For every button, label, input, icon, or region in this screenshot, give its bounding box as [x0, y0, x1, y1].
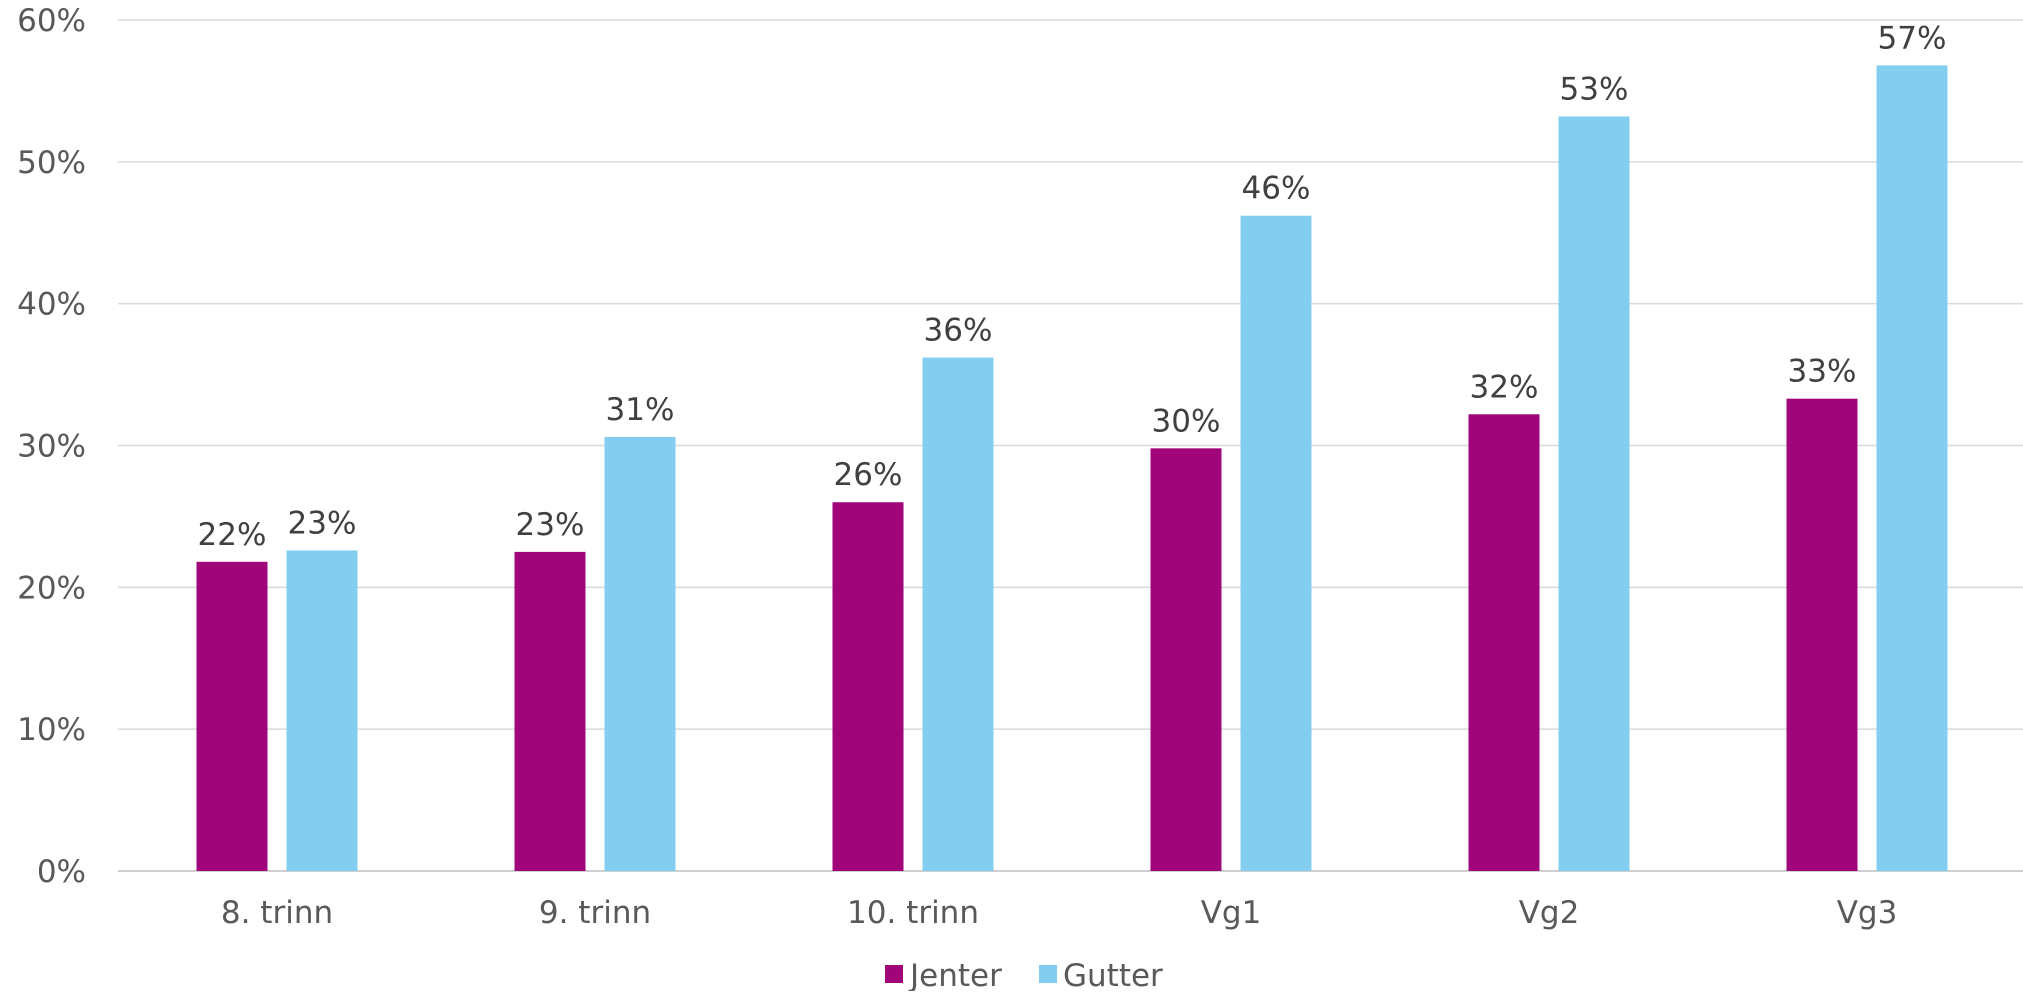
legend-label-gutter: Gutter: [1063, 958, 1163, 991]
data-label: 23%: [516, 507, 585, 543]
bar-gutter-2: [604, 436, 676, 871]
legend: Jenter Gutter: [885, 958, 1163, 994]
bar-gutter-6: [1876, 65, 1948, 872]
bar-jenter-6: [1786, 398, 1858, 871]
y-tick-label: 60%: [17, 3, 86, 39]
legend-label-jenter: Jenter: [908, 958, 1002, 991]
legend-swatch-jenter: [885, 965, 903, 983]
legend-swatch-gutter: [1039, 965, 1057, 983]
bar-gutter-1: [286, 550, 358, 871]
bar-jenter-2: [514, 551, 586, 871]
y-tick-label: 40%: [17, 287, 86, 323]
x-tick-label: Vg1: [1201, 895, 1262, 931]
data-label: 26%: [834, 457, 903, 493]
data-label: 30%: [1152, 403, 1221, 439]
y-tick-label: 30%: [17, 429, 86, 465]
data-label: 31%: [606, 392, 675, 428]
y-tick-label: 50%: [17, 145, 86, 181]
x-tick-label: Vg2: [1519, 895, 1580, 931]
bar-gutter-3: [922, 357, 994, 871]
y-axis-tick-labels: 0% 10% 20% 30% 40% 50% 60%: [17, 3, 86, 890]
bars: [196, 65, 1948, 872]
data-label: 53%: [1560, 71, 1629, 107]
bar-jenter-4: [1150, 448, 1222, 871]
y-tick-label: 0%: [37, 854, 86, 890]
data-label: 46%: [1242, 171, 1311, 207]
data-label: 32%: [1470, 369, 1539, 405]
y-tick-label: 10%: [17, 712, 86, 748]
bar-jenter-5: [1468, 414, 1540, 871]
x-tick-label: 10. trinn: [847, 895, 979, 931]
bar-jenter-3: [832, 502, 904, 871]
x-tick-label: 9. trinn: [539, 895, 651, 931]
x-tick-label: Vg3: [1837, 895, 1898, 931]
x-axis-tick-labels: 8. trinn 9. trinn 10. trinn Vg1 Vg2 Vg3: [221, 895, 1897, 931]
bar-gutter-4: [1240, 215, 1312, 872]
data-label: 57%: [1878, 20, 1947, 56]
y-tick-label: 20%: [17, 570, 86, 606]
data-label: 23%: [288, 505, 357, 541]
bar-jenter-1: [196, 561, 268, 871]
gridlines: [118, 19, 2023, 872]
data-labels: 22% 23% 23% 31% 26% 36% 30% 46% 32% 53% 33% 57%: [198, 20, 1947, 552]
data-label: 22%: [198, 517, 267, 553]
bar-gutter-5: [1558, 116, 1630, 872]
data-label: 33%: [1788, 354, 1857, 390]
data-label: 36%: [924, 313, 993, 349]
x-tick-label: 8. trinn: [221, 895, 333, 931]
